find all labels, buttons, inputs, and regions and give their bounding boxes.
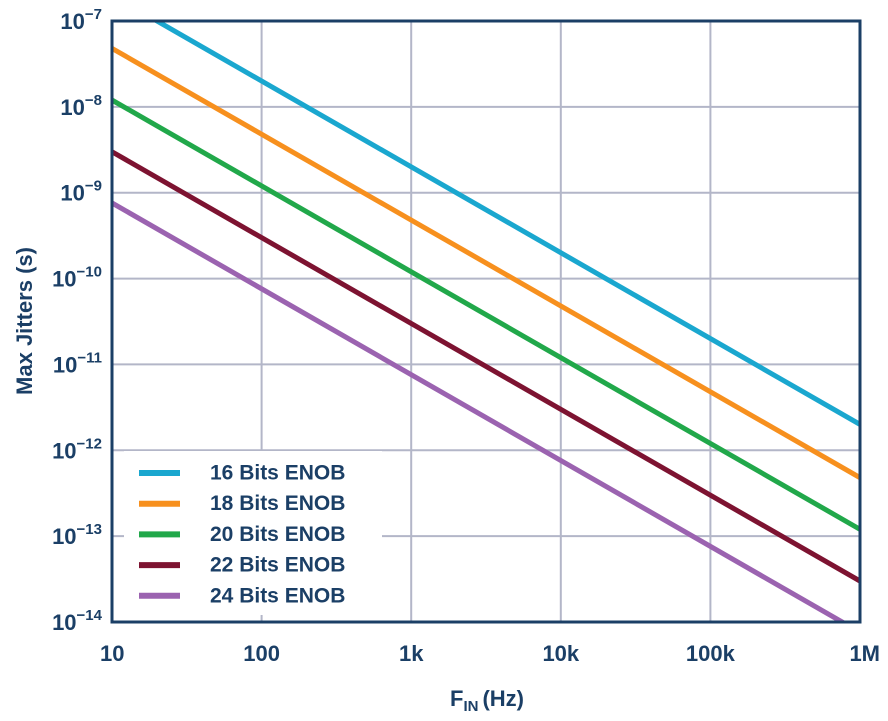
x-tick-label: 1M — [849, 641, 880, 666]
series-line-5 — [112, 200, 848, 622]
series-line-2 — [112, 46, 860, 480]
x-tick-label: 10 — [100, 641, 124, 666]
y-tick-exponent: −13 — [77, 521, 102, 538]
series-lines — [112, 21, 860, 622]
series-line-3 — [112, 97, 860, 532]
y-tick-label: 10−7 — [60, 6, 102, 34]
y-tick-base: 10 — [53, 352, 77, 377]
y-tick-base: 10 — [52, 267, 76, 292]
x-axis-title-unit: (Hz) — [482, 686, 524, 711]
x-tick-label: 10k — [542, 641, 579, 666]
x-axis-title: FIN (Hz) — [450, 686, 524, 715]
y-tick-label: 10−14 — [52, 607, 103, 635]
x-tick-label: 100k — [686, 641, 736, 666]
y-tick-exponent: −9 — [85, 178, 102, 195]
y-tick-exponent: −7 — [85, 6, 102, 23]
plot-frame — [110, 19, 862, 624]
y-tick-label: 10−11 — [53, 349, 102, 377]
y-tick-label: 10−13 — [52, 521, 102, 549]
y-axis-title: Max Jitters (s) — [12, 247, 37, 395]
y-tick-label: 10−9 — [60, 178, 102, 206]
series-line-1 — [152, 21, 860, 427]
x-tick-labels: 10 100 1k 10k 100k 1M — [100, 641, 880, 666]
legend-label: 20 Bits ENOB — [210, 523, 345, 546]
x-axis-title-sub: IN — [463, 698, 478, 715]
legend-label: 18 Bits ENOB — [210, 492, 345, 515]
y-tick-base: 10 — [60, 9, 84, 34]
x-axis-title-main: F — [450, 686, 463, 711]
y-tick-base: 10 — [60, 181, 84, 206]
x-tick-label: 1k — [399, 641, 424, 666]
y-tick-base: 10 — [52, 524, 76, 549]
y-tick-base: 10 — [60, 95, 84, 120]
y-tick-base: 10 — [52, 438, 76, 463]
y-tick-label: 10−12 — [52, 435, 102, 463]
y-tick-label: 10−8 — [60, 92, 102, 120]
y-tick-exponent: −12 — [77, 435, 102, 452]
y-tick-exponent: −14 — [77, 607, 103, 624]
y-tick-exponent: −8 — [85, 92, 102, 109]
legend-label: 22 Bits ENOB — [210, 554, 345, 577]
legend-label: 24 Bits ENOB — [210, 584, 345, 607]
y-tick-label: 10−10 — [52, 264, 102, 292]
legend: 16 Bits ENOB 18 Bits ENOB 20 Bits ENOB 22 B… — [124, 451, 382, 615]
legend-label: 16 Bits ENOB — [210, 462, 345, 485]
x-tick-label: 100 — [243, 641, 280, 666]
y-tick-base: 10 — [52, 610, 76, 635]
y-tick-exponent: −10 — [77, 264, 102, 281]
series-line-4 — [112, 149, 860, 584]
y-tick-exponent: −11 — [77, 349, 102, 366]
